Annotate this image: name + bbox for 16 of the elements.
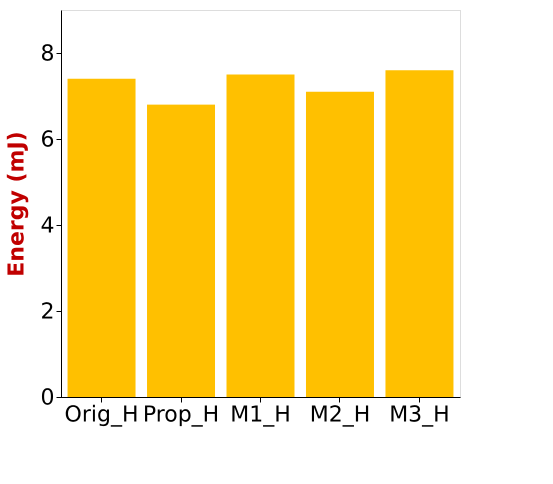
y-axis-title: Energy (mJ) (4, 131, 30, 277)
y-tick-label: 2 (40, 300, 54, 324)
y-tick-label: 0 (40, 386, 54, 410)
bar (226, 74, 294, 397)
x-tick-label: M3_H (389, 402, 450, 428)
x-tick-label: Orig_H (64, 402, 139, 428)
bar (306, 92, 374, 397)
bar (147, 104, 216, 397)
x-tick-label: M2_H (310, 402, 370, 428)
y-tick-label: 4 (40, 214, 54, 238)
bar (385, 70, 454, 397)
x-tick-label: M1_H (230, 402, 291, 428)
y-tick-label: 8 (40, 42, 54, 66)
y-tick-label: 6 (40, 128, 54, 152)
x-tick-label: Prop_H (142, 402, 220, 428)
bar (68, 78, 136, 397)
